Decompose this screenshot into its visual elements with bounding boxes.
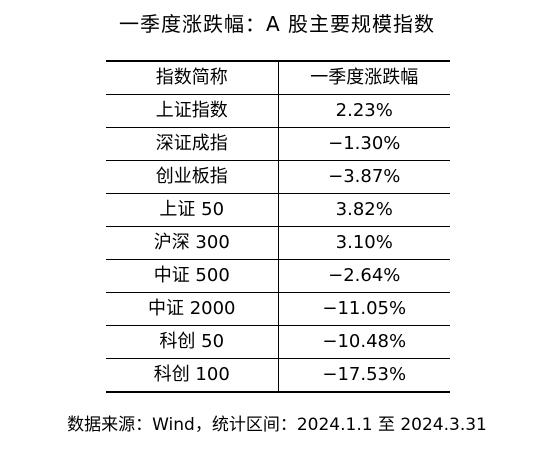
change-cell: −10.48% (277, 325, 450, 359)
change-cell: 2.23% (277, 94, 450, 128)
index-name-cell: 科创 50 (106, 325, 278, 359)
change-cell: 3.82% (277, 193, 450, 227)
index-name-cell: 上证指数 (106, 94, 278, 128)
table-row: 创业板指 −3.87% (106, 160, 450, 194)
index-name-cell: 创业板指 (106, 160, 278, 194)
table-row: 沪深 300 3.10% (106, 226, 450, 260)
index-name-cell: 上证 50 (106, 193, 278, 227)
index-name-cell: 深证成指 (106, 127, 278, 161)
table-row: 深证成指 −1.30% (106, 127, 450, 161)
index-name-cell: 科创 100 (106, 358, 278, 393)
change-cell: 3.10% (277, 226, 450, 260)
change-cell: −11.05% (277, 292, 450, 326)
change-cell: −2.64% (277, 259, 450, 293)
table-row: 上证指数 2.23% (106, 94, 450, 128)
change-cell: −3.87% (277, 160, 450, 194)
change-cell: −17.53% (277, 358, 450, 393)
table-header-row: 指数简称 一季度涨跌幅 (106, 60, 450, 95)
page-title: 一季度涨跌幅：A 股主要规模指数 (118, 12, 436, 36)
index-performance-table: 指数简称 一季度涨跌幅 上证指数 2.23% 深证成指 −1.30% 创业板指 … (106, 60, 450, 393)
table-row: 中证 2000 −11.05% (106, 292, 450, 326)
index-name-cell: 中证 2000 (106, 292, 278, 326)
index-table-container: 指数简称 一季度涨跌幅 上证指数 2.23% 深证成指 −1.30% 创业板指 … (106, 60, 450, 393)
header-index-name: 指数简称 (106, 60, 278, 95)
table-row: 科创 50 −10.48% (106, 325, 450, 359)
change-cell: −1.30% (277, 127, 450, 161)
index-name-cell: 中证 500 (106, 259, 278, 293)
table-row: 中证 500 −2.64% (106, 259, 450, 293)
index-name-cell: 沪深 300 (106, 226, 278, 260)
data-source-note: 数据来源：Wind，统计区间：2024.1.1 至 2024.3.31 (67, 415, 487, 435)
table-row: 上证 50 3.82% (106, 193, 450, 227)
table-row: 科创 100 −17.53% (106, 358, 450, 393)
header-q1-change: 一季度涨跌幅 (277, 60, 450, 95)
